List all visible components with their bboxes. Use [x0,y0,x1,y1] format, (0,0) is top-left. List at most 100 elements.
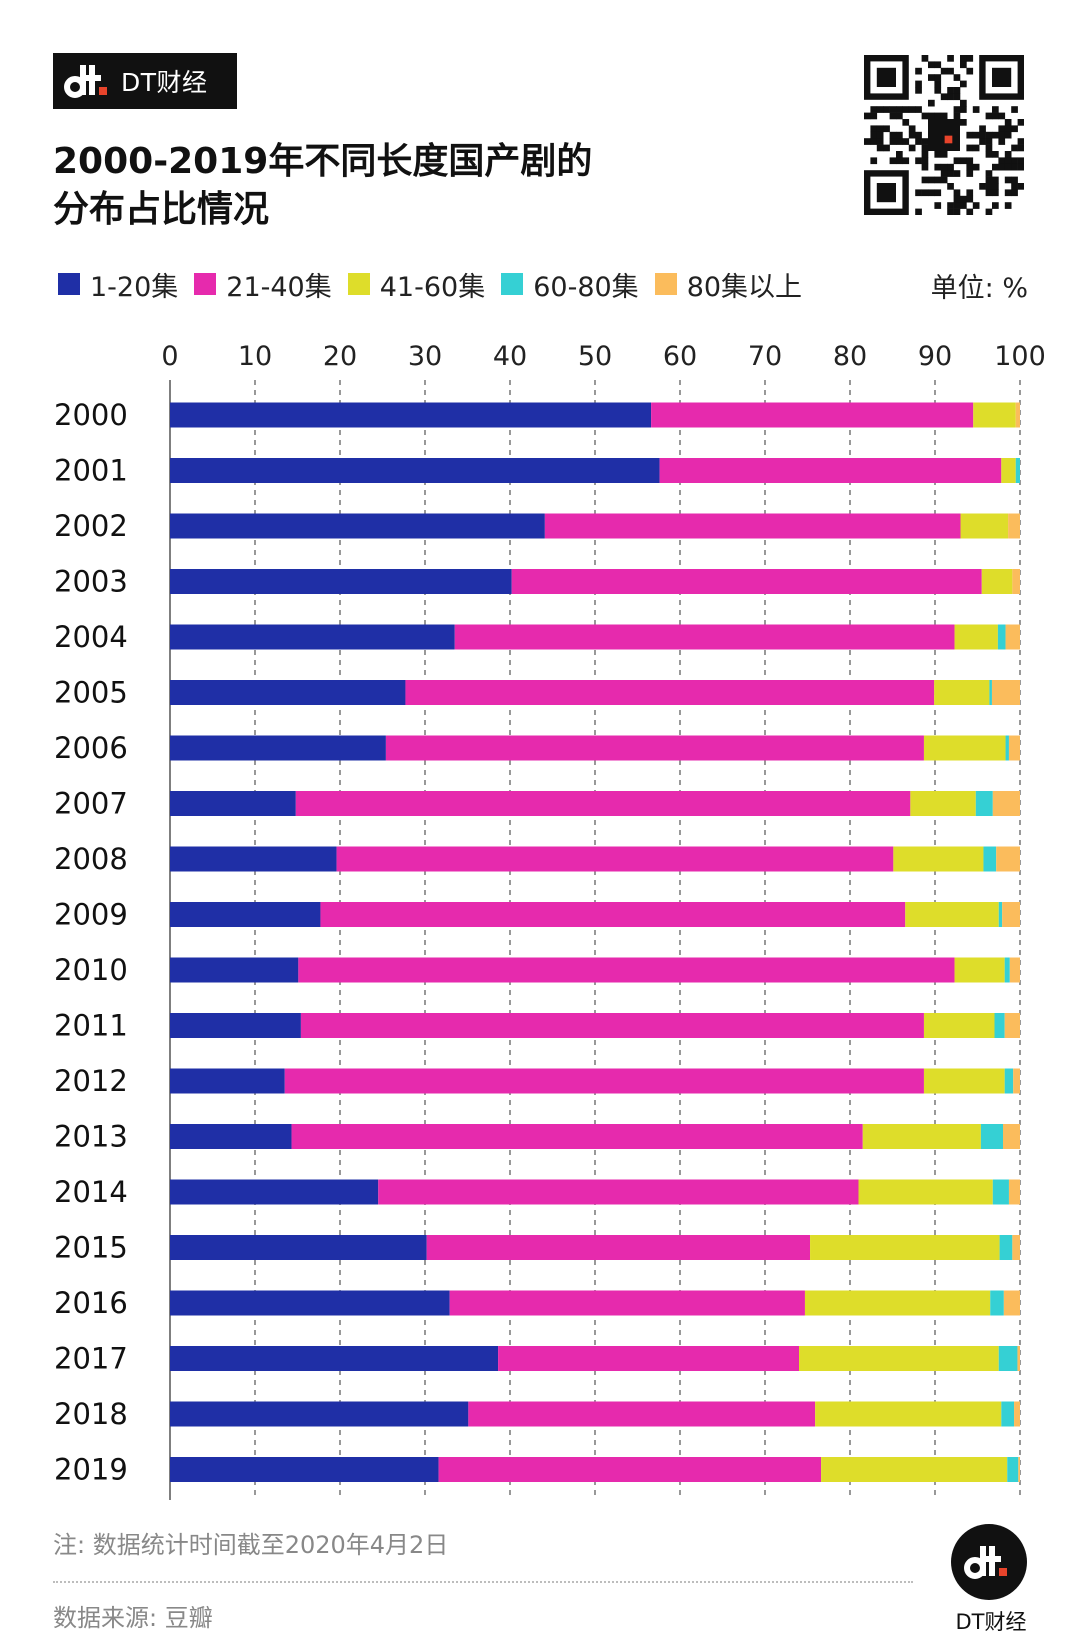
y-category-label: 2002 [54,509,128,543]
y-category-label: 2011 [54,1009,128,1043]
qr-module [960,80,967,88]
qr-module [896,157,903,165]
qr-module [960,106,967,113]
qr-module [940,151,948,158]
y-category-label: 2006 [54,731,128,765]
bar-segment [378,1179,859,1205]
bar-segment [983,846,997,872]
qr-module [966,157,974,165]
qr-module [1011,144,1018,152]
bar-segment [454,624,955,650]
qr-module [985,144,993,152]
qr-module [992,176,999,184]
bar-segment [858,1179,993,1205]
legend-swatch [501,273,524,295]
qr-module [921,138,929,145]
brand-badge: DT财经 [53,53,237,109]
qr-module [1004,119,1012,126]
qr-module [960,61,967,69]
dt-logo-icon [951,1524,1027,1600]
qr-module [889,112,897,120]
qr-module [934,61,942,69]
legend-swatch [58,273,80,295]
qr-module [915,67,922,75]
qr-module [896,106,903,113]
qr-module [947,87,954,94]
x-tick-label: 100 [994,341,1046,372]
bar-segment [438,1457,822,1482]
bar-segment [291,1124,863,1149]
legend-label: 1-20集 [90,271,179,303]
bar-segment [511,569,982,594]
bar-segment [910,791,976,816]
qr-module [940,93,948,101]
bar-segment [893,846,984,872]
qr-module [985,151,993,158]
qr-module [915,208,922,215]
bar-segment [992,791,1020,816]
bar-segment [1004,1013,1020,1038]
x-tick-label: 10 [238,341,272,372]
qr-module [985,112,993,120]
qr-module [953,74,961,81]
bar-segment [170,735,386,761]
qr-module [992,183,999,190]
bar-segment [298,957,955,983]
bar-segment [1002,902,1020,927]
qr-module [953,112,961,120]
qr-module [998,138,1006,145]
bar-segment [1004,957,1010,983]
legend-label: 41-60集 [379,271,486,303]
bar-segment [923,735,1006,761]
qr-module [915,138,922,145]
qr-module [934,74,942,81]
qr-module [966,195,974,203]
legend-label: 80集以上 [686,271,803,303]
bar-segment [1015,402,1020,428]
qr-module [979,138,986,145]
y-category-label: 2005 [54,676,128,710]
qr-module [972,144,980,152]
qr-module [966,170,974,177]
qr-module [902,138,910,145]
bar-segment [1003,1290,1020,1316]
y-category-label: 2018 [54,1397,128,1431]
qr-module [953,195,961,203]
qr-module [1017,157,1024,165]
qr-module [979,183,986,190]
qr-module [908,106,916,113]
bar-segment [170,624,455,650]
qr-module [992,131,999,139]
qr-module [947,202,954,209]
legend-item: 21-40集 [194,265,332,304]
bar-segment [336,846,894,872]
qr-module [1011,157,1018,165]
qr-module [889,157,897,165]
qr-finder [876,67,896,87]
x-tick-label: 70 [748,341,782,372]
legend-item: 60-80集 [501,265,639,304]
qr-module [870,112,878,120]
bar-segment [998,1346,1018,1371]
bar-segment [975,791,993,816]
qr-module [940,67,948,75]
x-tick-label: 60 [663,341,697,372]
bar-segment [1008,735,1020,761]
bar-segment [449,1290,805,1316]
qr-module [953,202,961,209]
qr-module [985,189,993,197]
qr-module [896,131,903,139]
bar-segment [170,957,299,983]
qr-module [876,144,884,152]
bar-segment [170,1457,439,1482]
qr-module [883,106,890,113]
bar-segment [981,569,1013,594]
bar-segment [1009,957,1020,983]
bar-segment [300,1013,924,1038]
qr-module [998,157,1006,165]
qr-module [966,144,974,152]
bar-segment [1003,1124,1020,1149]
qr-module [1004,151,1012,158]
qr-module [896,151,903,158]
qr-module [902,106,910,113]
